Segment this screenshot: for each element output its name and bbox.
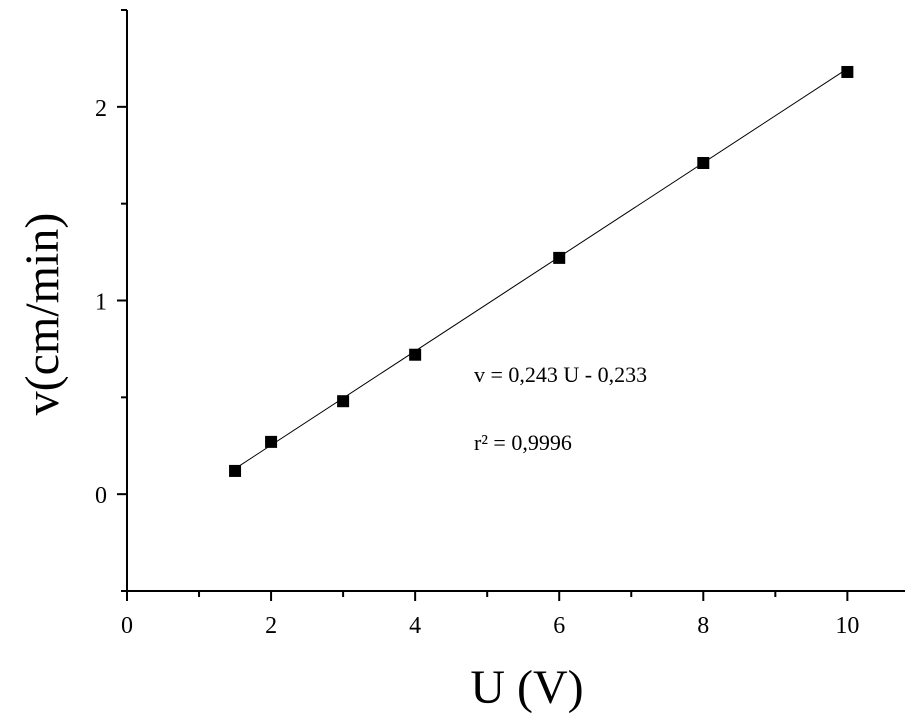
y-tick-label: 2	[95, 96, 107, 122]
data-point	[337, 395, 350, 408]
x-tick-label: 6	[553, 613, 565, 639]
tick-labels: 0 2 4 6 8 10 0 1 2	[95, 96, 859, 639]
x-tick-label: 4	[409, 613, 421, 639]
ticks	[117, 9, 849, 601]
axes: 0 2 4 6 8 10 0 1 2	[95, 9, 905, 639]
x-tick-label: 2	[265, 613, 277, 639]
data-point	[697, 156, 710, 169]
fit-line	[234, 68, 848, 470]
r2-annotation: r² = 0,9996	[474, 430, 572, 455]
data-point	[265, 435, 278, 448]
x-tick-label: 0	[121, 613, 133, 639]
y-tick-label: 1	[95, 290, 107, 316]
y-axis-title: v(cm/min)	[16, 213, 69, 416]
x-tick-label: 10	[835, 613, 859, 639]
data-point	[841, 65, 854, 78]
data-point	[553, 251, 566, 264]
x-axis-title: U (V)	[470, 661, 583, 714]
y-tick-label: 0	[95, 483, 107, 509]
x-tick-label: 8	[697, 613, 709, 639]
data-point	[229, 464, 242, 477]
equation-annotation: v = 0,243 U - 0,233	[474, 362, 647, 387]
data-point	[409, 348, 422, 361]
data-points	[229, 65, 854, 477]
